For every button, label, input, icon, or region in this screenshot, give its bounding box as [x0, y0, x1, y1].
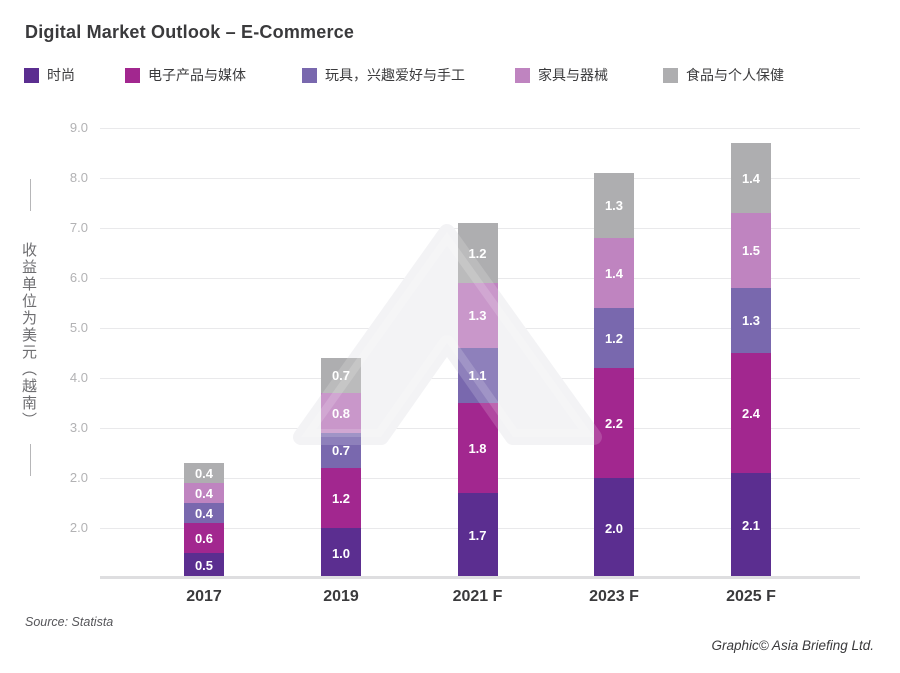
- bar-segment: 1.1: [457, 348, 498, 403]
- bar-segment: 0.7: [321, 433, 361, 468]
- bar-segment: 0.6: [184, 523, 224, 553]
- x-axis-label: 2017: [186, 588, 222, 605]
- bar-value-label: 0.4: [194, 485, 214, 501]
- bar-segment: 2.2: [594, 368, 634, 478]
- y-axis-tick: 2.0: [69, 470, 88, 485]
- bar-segment: 1.2: [594, 308, 634, 368]
- bar-value-label: 2.0: [604, 520, 624, 536]
- gridline: [100, 178, 860, 179]
- bar-value-label: 0.4: [194, 465, 214, 481]
- bar-segment: 0.4: [184, 463, 224, 483]
- bar-value-label: 1.4: [604, 265, 624, 281]
- bar-value-label: 0.7: [331, 368, 351, 383]
- bar-value-label: 1.8: [468, 440, 487, 456]
- bar-segment: 1.7: [457, 493, 498, 578]
- legend-item: 家具与器械: [515, 66, 608, 84]
- y-axis-tick: 6.0: [69, 270, 88, 285]
- y-axis-tick: 2.0: [69, 520, 88, 535]
- bar-segment: 2.0: [594, 478, 634, 578]
- legend-item: 玩具，兴趣爱好与手工: [302, 66, 465, 84]
- x-axis-baseline: [100, 576, 860, 579]
- y-axis-label: 收益单位为美元（越南）: [20, 242, 37, 429]
- legend-item: 食品与个人保健: [663, 66, 784, 84]
- bar-value-label: 1.2: [468, 245, 487, 261]
- bar-segment: 0.7: [321, 358, 361, 393]
- y-axis-label-dash-bottom: [30, 444, 31, 476]
- y-axis-tick: 9.0: [69, 120, 88, 135]
- bar-segment: 0.8: [321, 393, 361, 433]
- legend: 时尚 电子产品与媒体 玩具，兴趣爱好与手工 家具与器械 食品与个人保健: [0, 66, 900, 88]
- x-axis-label: 2025 F: [726, 588, 776, 605]
- legend-label: 时尚: [47, 67, 75, 83]
- x-axis-label: 2021 F: [452, 588, 503, 605]
- legend-item: 电子产品与媒体: [125, 66, 246, 84]
- legend-item: 时尚: [24, 66, 75, 84]
- y-axis-tick: 5.0: [69, 320, 88, 335]
- bar-value-label: 2.4: [741, 405, 761, 421]
- bar-value-label: 2.1: [741, 518, 761, 533]
- y-axis-tick: 8.0: [69, 170, 88, 185]
- legend-swatch: [663, 67, 678, 83]
- bar-segment: 1.4: [731, 143, 771, 213]
- x-axis-label: 2019: [323, 588, 359, 605]
- bar-value-label: 0.6: [194, 530, 214, 546]
- bar-value-label: 1.3: [468, 308, 487, 323]
- bar-value-label: 0.8: [331, 405, 351, 421]
- gridline: [100, 128, 860, 129]
- bar-value-label: 1.3: [604, 198, 624, 213]
- legend-label: 电子产品与媒体: [148, 67, 246, 83]
- bar-value-label: 1.5: [741, 243, 761, 258]
- bar-value-label: 0.4: [194, 505, 214, 521]
- bar-segment: 1.3: [457, 283, 498, 348]
- x-axis-label: 2023 F: [589, 588, 639, 605]
- bar-segment: 1.3: [731, 288, 771, 353]
- legend-swatch: [302, 67, 317, 83]
- bar-value-label: 1.1: [468, 368, 487, 383]
- bar-segment: 0.4: [184, 503, 224, 523]
- bar-value-label: 1.2: [604, 330, 624, 346]
- bar-segment: 1.2: [457, 223, 498, 283]
- bar-value-label: 1.4: [741, 170, 761, 186]
- credit-note: Graphic© Asia Briefing Ltd.: [711, 638, 874, 653]
- page-title: Digital Market Outlook – E-Commerce: [25, 22, 355, 42]
- bar-segment: 0.4: [184, 483, 224, 503]
- bar-value-label: 1.7: [468, 528, 487, 543]
- y-axis-tick: 7.0: [69, 220, 88, 235]
- legend-label: 家具与器械: [538, 67, 608, 83]
- bar-segment: 1.3: [594, 173, 634, 238]
- bar-value-label: 1.2: [331, 490, 351, 506]
- bar-value-label: 0.7: [331, 443, 351, 458]
- bar-value-label: 0.5: [194, 558, 214, 573]
- y-axis-tick: 3.0: [69, 420, 88, 435]
- bar-value-label: 1.3: [741, 313, 761, 328]
- bar-value-label: 2.2: [604, 415, 624, 431]
- legend-label: 食品与个人保健: [686, 67, 784, 83]
- bar-segment: 1.8: [457, 403, 498, 493]
- bar-segment: 2.4: [731, 353, 771, 473]
- bar-segment: 0.5: [184, 553, 224, 578]
- bar-segment: 1.0: [321, 528, 361, 578]
- legend-label: 玩具，兴趣爱好与手工: [325, 67, 465, 83]
- y-axis-label-dash-top: [30, 179, 31, 211]
- bar-segment: 2.1: [731, 473, 771, 578]
- legend-swatch: [515, 67, 530, 83]
- bar-segment: 1.4: [594, 238, 634, 308]
- source-note: Source: Statista: [25, 615, 114, 629]
- legend-swatch: [125, 67, 140, 83]
- bar-value-label: 1.0: [331, 545, 351, 561]
- y-axis-tick: 4.0: [69, 370, 88, 385]
- bar-segment: 1.2: [321, 468, 361, 528]
- bar-segment: 1.5: [731, 213, 771, 288]
- legend-swatch: [24, 67, 39, 83]
